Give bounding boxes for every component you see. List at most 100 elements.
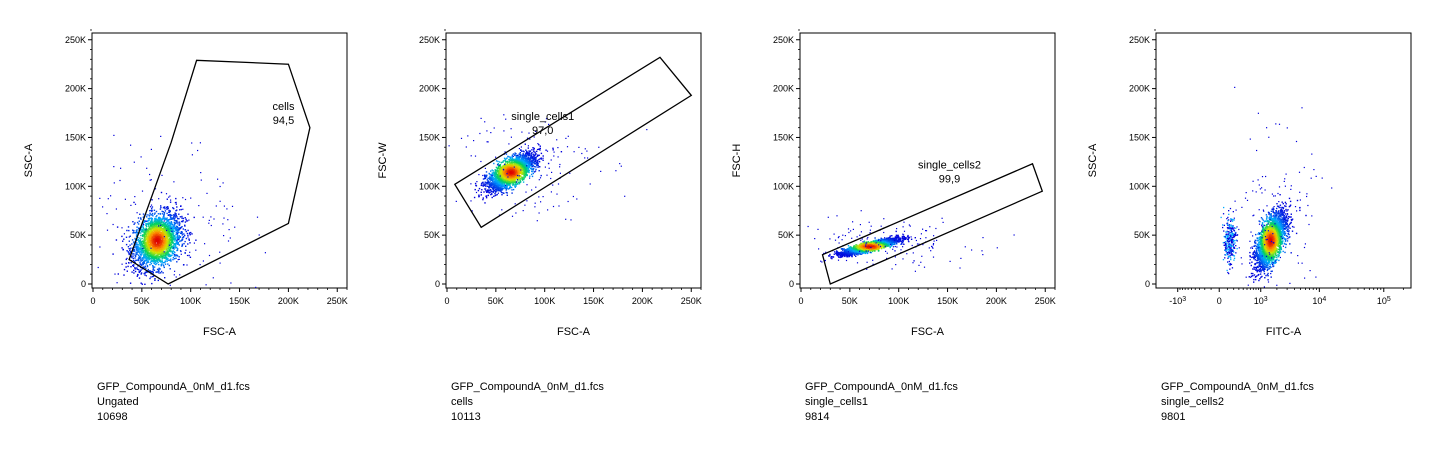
event-dot (130, 266, 132, 268)
event-dot (506, 194, 508, 196)
outlier-dot (204, 243, 206, 245)
event-dot (494, 190, 496, 192)
event-dot (161, 235, 163, 237)
event-dot (521, 154, 523, 157)
event-dot (140, 247, 142, 249)
event-dot (511, 158, 514, 160)
event-dot (520, 171, 522, 173)
event-dot (486, 174, 488, 176)
event-dot (170, 228, 173, 231)
event-dot (150, 249, 153, 251)
event-dot (148, 243, 150, 245)
event-dot (529, 159, 531, 162)
outlier-dot (264, 252, 266, 254)
event-dot (149, 244, 152, 246)
event-dot (177, 217, 179, 220)
event-dot (149, 246, 151, 248)
outlier-dot (200, 172, 202, 174)
event-dot (127, 265, 129, 268)
event-dot (172, 233, 174, 235)
event-dot (141, 225, 144, 227)
event-dot (164, 222, 166, 224)
event-dot (177, 223, 179, 225)
event-dot (154, 256, 156, 258)
event-dot (517, 155, 519, 157)
event-dot (133, 259, 135, 262)
event-dot (146, 252, 149, 255)
event-dot (172, 253, 175, 255)
event-dot (139, 244, 141, 246)
event-dot (162, 228, 164, 230)
event-dot (156, 251, 158, 253)
event-dot (521, 167, 523, 169)
event-dot (176, 254, 178, 256)
event-dot (161, 250, 163, 252)
event-dot (130, 247, 132, 249)
event-dot (152, 226, 154, 228)
event-dot (515, 159, 517, 162)
event-dot (154, 212, 156, 214)
event-dot (158, 243, 160, 245)
event-dot (173, 243, 175, 245)
event-dot (133, 269, 135, 272)
event-dot (162, 238, 165, 240)
y-tick-label: 150K (65, 132, 86, 142)
event-dot (512, 153, 515, 155)
event-dot (133, 260, 136, 263)
event-dot (509, 185, 511, 187)
event-dot (138, 243, 141, 245)
event-dot (122, 249, 124, 251)
event-dot (167, 207, 169, 209)
event-dot (152, 237, 154, 239)
event-dot (518, 160, 520, 162)
event-dot (156, 248, 158, 250)
event-dot (134, 250, 136, 252)
event-dot (162, 264, 164, 266)
event-dot (156, 224, 158, 226)
event-dot (491, 196, 493, 199)
event-dot (155, 271, 157, 273)
event-dot (166, 260, 168, 262)
event-dot (511, 177, 513, 179)
event-dot (143, 237, 146, 239)
event-dot (534, 151, 536, 153)
event-dot (142, 216, 145, 218)
event-dot (520, 165, 523, 168)
outlier-dot (226, 208, 228, 210)
event-dot (174, 213, 177, 215)
event-dot (151, 240, 153, 242)
outlier-dot (219, 251, 221, 253)
event-dot (175, 255, 177, 257)
event-dot (159, 212, 161, 215)
event-dot (145, 235, 148, 237)
event-dot (475, 185, 478, 187)
outlier-dot (151, 210, 153, 213)
event-dot (134, 261, 136, 264)
outlier-dot (141, 190, 144, 192)
event-dot (152, 275, 155, 277)
event-dot (524, 143, 526, 145)
event-dot (482, 185, 484, 187)
event-dot (527, 154, 530, 156)
event-dot (185, 218, 187, 220)
event-dot (491, 193, 493, 195)
event-dot (156, 259, 159, 261)
event-dot (171, 242, 173, 244)
event-dot (143, 238, 145, 241)
event-dot (158, 241, 160, 244)
event-dot (169, 232, 172, 235)
event-dot (164, 237, 166, 240)
event-dot (159, 231, 162, 233)
event-dot (149, 239, 152, 241)
event-dot (173, 235, 175, 237)
event-dot (112, 253, 114, 255)
event-dot (166, 235, 169, 237)
event-dot (133, 223, 135, 225)
event-dot (522, 163, 524, 165)
event-dot (494, 186, 496, 188)
event-dot (514, 160, 516, 163)
event-dot (158, 222, 160, 225)
outlier-dot (193, 242, 195, 244)
event-dot (179, 236, 182, 238)
event-dot (143, 221, 146, 223)
